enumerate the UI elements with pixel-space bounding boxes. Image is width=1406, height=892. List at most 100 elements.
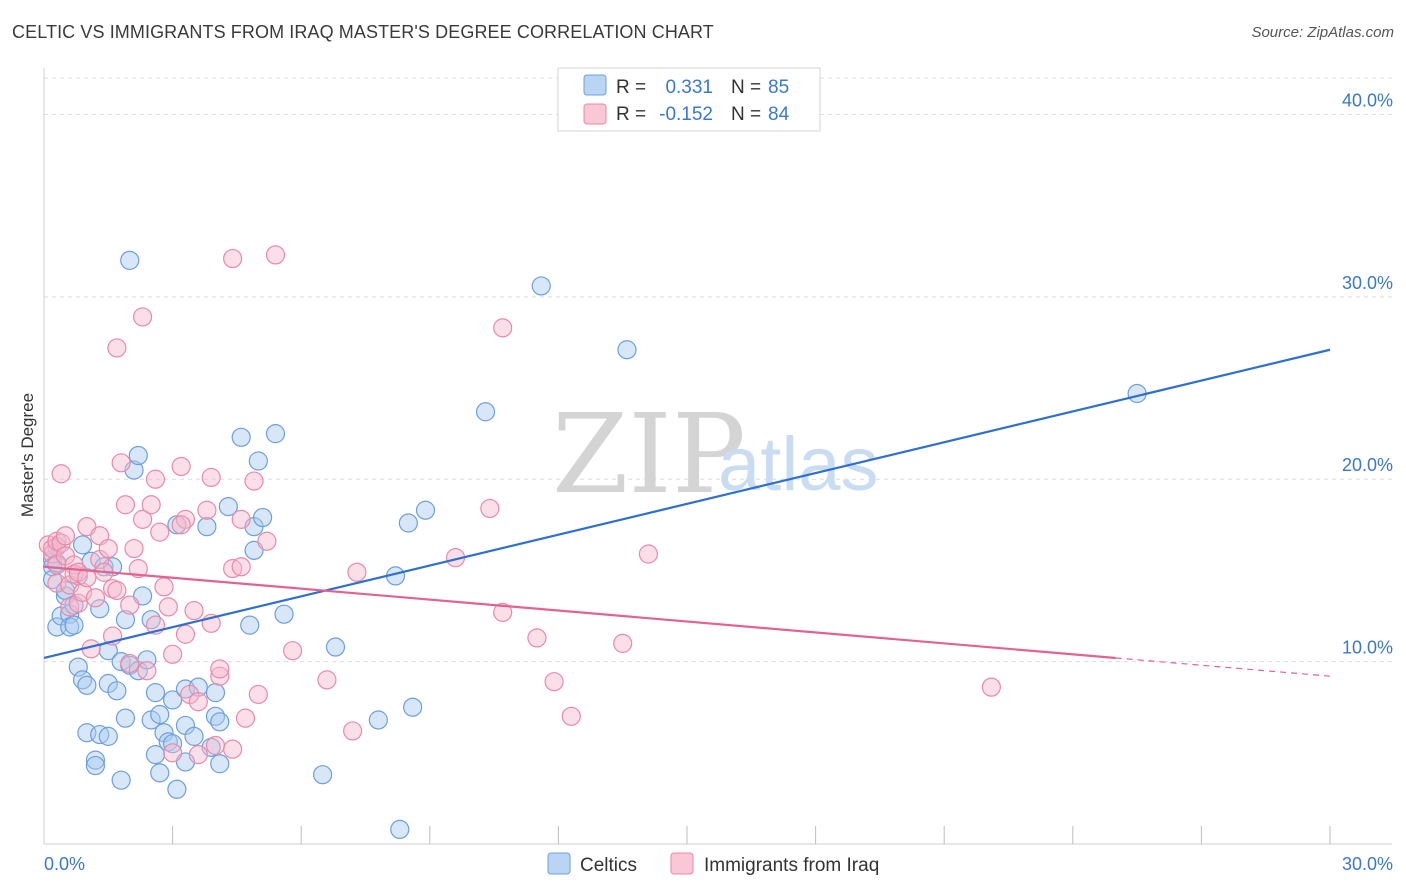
iraq-point [111,453,131,473]
celtics-point [120,250,140,270]
celtics-point [115,610,136,630]
iraq-point [201,467,221,488]
iraq-point [493,602,513,622]
celtics-point [145,745,166,765]
points-layer [38,245,1147,840]
y-tick-label: 10.0% [1342,638,1393,658]
chart-title: CELTIC VS IMMIGRANTS FROM IRAQ MASTER'S … [12,22,714,42]
iraq-point [163,644,183,664]
celtics-point [274,604,294,624]
iraq-point [248,684,268,705]
iraq-point [141,495,161,515]
bottom-swatch-celtics [547,852,571,875]
iraq-point [107,338,127,358]
iraq-point [77,568,97,588]
celtics-point [128,445,148,466]
iraq-point [68,593,88,613]
iraq-point [561,706,581,726]
iraq-point [527,628,547,648]
watermark-zip: ZIP [552,390,746,518]
legend-n-value-2: 84 [768,104,790,125]
celtics-point [218,496,238,517]
celtics-point [248,451,268,471]
celtics-point [167,779,187,799]
celtics-point [240,615,260,635]
celtics-point [64,615,84,635]
iraq-point [235,708,256,728]
iraq-point [210,666,230,686]
bottom-legend-iraq: Immigrants from Iraq [704,855,879,876]
iraq-point [120,653,140,674]
celtics-point [368,710,388,730]
iraq-point [197,500,217,520]
celtics-point [68,657,88,677]
celtics-point [398,513,418,533]
legend-r-value-2: -0.152 [659,104,713,125]
celtics-point [403,697,423,717]
iraq-point [51,464,71,484]
iraq-point [223,248,243,269]
celtics-point [325,637,346,657]
iraq-point [244,471,264,491]
y-tick-label: 20.0% [1342,455,1393,475]
celtics-point [115,708,136,728]
y-tick-label: 30.0% [1342,273,1393,293]
celtics-point [150,763,170,783]
iraq-point [115,495,136,515]
iraq-point [613,633,633,653]
iraq-point [638,544,659,564]
legend-r-value-1: 0.331 [665,77,713,98]
iraq-point [981,677,1001,697]
x-tick-label: 0.0% [44,854,85,874]
iraq-point [158,597,178,617]
legend-r-label-1: R = [616,77,646,98]
legend-n-value-1: 85 [768,77,789,98]
celtics-point [313,765,333,785]
celtics-trendline [43,348,1331,660]
iraq-point [171,515,191,535]
iraq-point [150,522,170,542]
y-tick-label: 40.0% [1342,90,1393,110]
celtics-point [253,507,273,528]
iraq-point [124,538,144,559]
iraq-point [223,739,243,759]
celtics-point [150,704,170,725]
iraq-point [480,498,500,519]
iraq-point [188,745,208,765]
iraq-point [544,672,564,692]
celtics-point [197,517,217,537]
legend-n-label-2: N = [731,104,761,125]
bottom-swatch-iraq [670,852,694,875]
iraq-point [171,456,191,477]
iraq-point [128,559,148,579]
series-legend: Celtics Immigrants from Iraq [547,852,879,876]
trend-layer [43,348,1331,677]
celtics-point [145,683,166,703]
iraq-point [317,670,337,690]
iraq-point [107,580,127,601]
celtics-point [77,675,97,695]
celtics-point [415,500,436,520]
celtics-point [390,819,410,840]
celtics-point [184,726,204,746]
axes-layer [43,68,1392,845]
y-axis-label: Master's Degree [18,393,37,517]
iraq-point [98,538,118,559]
legend-n-label-1: N = [731,77,761,98]
stats-legend: R = 0.331 N = 85 R = -0.152 N = 84 [557,67,821,132]
iraq-point [231,557,251,577]
celtics-point [475,402,496,422]
iraq-point [145,469,166,489]
celtics-point [205,683,226,703]
iraq-point [120,595,140,615]
iraq-trendline-extension [1115,657,1331,677]
celtics-point [617,340,637,360]
celtics-point [111,770,131,790]
iraq-point [184,600,204,621]
iraq-point [343,721,363,741]
x-tick-label: 30.0% [1342,854,1393,874]
celtics-point [98,726,118,746]
celtics-point [210,754,230,774]
iraq-point [210,659,230,679]
